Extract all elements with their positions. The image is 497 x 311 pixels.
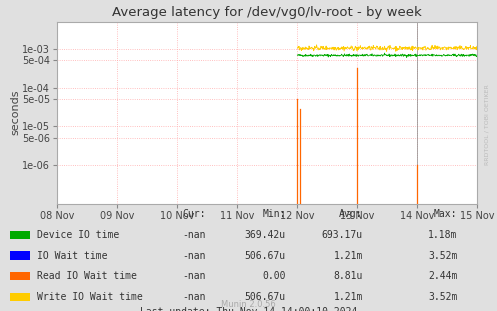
Text: Read IO Wait time: Read IO Wait time — [37, 271, 137, 281]
Text: -nan: -nan — [183, 251, 206, 261]
Text: -nan: -nan — [183, 230, 206, 240]
Text: Munin 2.0.56: Munin 2.0.56 — [221, 300, 276, 309]
Text: 8.81u: 8.81u — [333, 271, 363, 281]
Text: 693.17u: 693.17u — [322, 230, 363, 240]
Text: 0.00: 0.00 — [262, 271, 286, 281]
Title: Average latency for /dev/vg0/lv-root - by week: Average latency for /dev/vg0/lv-root - b… — [112, 6, 422, 19]
Text: Min:: Min: — [262, 209, 286, 219]
Text: 2.44m: 2.44m — [428, 271, 457, 281]
Bar — [10, 293, 30, 301]
Text: 1.21m: 1.21m — [333, 251, 363, 261]
Text: Cur:: Cur: — [183, 209, 206, 219]
Text: 3.52m: 3.52m — [428, 251, 457, 261]
Text: 1.18m: 1.18m — [428, 230, 457, 240]
Text: -nan: -nan — [183, 292, 206, 302]
Text: Max:: Max: — [434, 209, 457, 219]
Text: 369.42u: 369.42u — [245, 230, 286, 240]
Text: RRDTOOL / TOBI OETIKER: RRDTOOL / TOBI OETIKER — [485, 84, 490, 165]
Text: Avg:: Avg: — [339, 209, 363, 219]
Text: Write IO Wait time: Write IO Wait time — [37, 292, 143, 302]
Bar — [10, 252, 30, 260]
Text: 3.52m: 3.52m — [428, 292, 457, 302]
Y-axis label: seconds: seconds — [11, 90, 21, 136]
Text: Last update: Thu Nov 14 14:00:10 2024: Last update: Thu Nov 14 14:00:10 2024 — [140, 307, 357, 311]
Text: 1.21m: 1.21m — [333, 292, 363, 302]
Text: Device IO time: Device IO time — [37, 230, 119, 240]
Text: -nan: -nan — [183, 271, 206, 281]
Bar — [10, 272, 30, 280]
Text: IO Wait time: IO Wait time — [37, 251, 108, 261]
Text: 506.67u: 506.67u — [245, 292, 286, 302]
Bar — [10, 231, 30, 239]
Text: 506.67u: 506.67u — [245, 251, 286, 261]
